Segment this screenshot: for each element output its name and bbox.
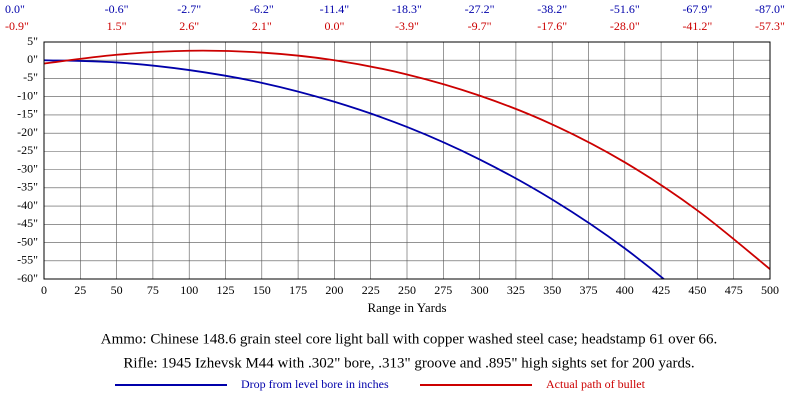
legend-label: Drop from level bore in inches bbox=[241, 377, 389, 391]
x-tick-label: 75 bbox=[147, 283, 159, 297]
y-tick-label: 0" bbox=[27, 52, 38, 66]
x-tick-label: 425 bbox=[652, 283, 670, 297]
y-tick-label: -15" bbox=[17, 107, 38, 121]
x-tick-label: 500 bbox=[761, 283, 779, 297]
grid bbox=[43, 41, 771, 280]
value-label: 1.5" bbox=[107, 19, 127, 33]
x-tick-label: 350 bbox=[543, 283, 561, 297]
value-label: 0.0" bbox=[5, 2, 25, 16]
y-tick-label: -55" bbox=[17, 253, 38, 267]
value-label: -11.4" bbox=[320, 2, 350, 16]
note: Rifle: 1945 Izhevsk M44 with .302" bore,… bbox=[123, 355, 694, 371]
value-label: -28.0" bbox=[610, 19, 640, 33]
x-tick-label: 25 bbox=[74, 283, 86, 297]
value-label: -17.6" bbox=[537, 19, 567, 33]
x-tick-label: 225 bbox=[362, 283, 380, 297]
series-line bbox=[44, 49, 770, 270]
value-label: -3.9" bbox=[395, 19, 419, 33]
value-label: -51.6" bbox=[610, 2, 640, 16]
x-axis-label: Range in Yards bbox=[367, 300, 446, 315]
y-tick-label: -20" bbox=[17, 125, 38, 139]
value-label: -41.2" bbox=[682, 19, 712, 33]
value-label: -27.2" bbox=[465, 2, 495, 16]
x-tick-label: 300 bbox=[471, 283, 489, 297]
value-label: 2.6" bbox=[179, 19, 199, 33]
x-tick-label: 325 bbox=[507, 283, 525, 297]
y-tick-label: -25" bbox=[17, 143, 38, 157]
x-tick-label: 50 bbox=[111, 283, 123, 297]
y-tick-label: -10" bbox=[17, 88, 38, 102]
y-tick-label: -30" bbox=[17, 161, 38, 175]
x-tick-label: 400 bbox=[616, 283, 634, 297]
x-tick-label: 275 bbox=[434, 283, 452, 297]
y-tick-label: 5" bbox=[27, 34, 38, 48]
value-label: -67.9" bbox=[682, 2, 712, 16]
x-tick-label: 250 bbox=[398, 283, 416, 297]
plot-frame bbox=[43, 41, 771, 280]
note: Ammo: Chinese 148.6 grain steel core lig… bbox=[101, 331, 718, 347]
value-label: -87.0" bbox=[755, 2, 785, 16]
y-tick-label: -50" bbox=[17, 234, 38, 248]
plot-lines bbox=[44, 49, 770, 279]
value-label: -0.6" bbox=[105, 2, 129, 16]
value-label: -9.7" bbox=[468, 19, 492, 33]
x-tick-label: 175 bbox=[289, 283, 307, 297]
value-label: -57.3" bbox=[755, 19, 785, 33]
y-tick-label: -40" bbox=[17, 198, 38, 212]
x-tick-label: 200 bbox=[325, 283, 343, 297]
legend-label: Actual path of bullet bbox=[546, 377, 646, 391]
y-tick-label: -60" bbox=[17, 271, 38, 285]
value-label: -6.2" bbox=[250, 2, 274, 16]
x-tick-label: 375 bbox=[580, 283, 598, 297]
x-tick-label: 475 bbox=[725, 283, 743, 297]
y-tick-label: -45" bbox=[17, 216, 38, 230]
x-tick-label: 0 bbox=[41, 283, 47, 297]
value-label: 2.1" bbox=[252, 19, 272, 33]
x-tick-label: 450 bbox=[688, 283, 706, 297]
x-tick-label: 125 bbox=[217, 283, 235, 297]
series-line bbox=[44, 59, 666, 279]
y-tick-label: -5" bbox=[23, 70, 38, 84]
y-tick-label: -35" bbox=[17, 180, 38, 194]
value-label: -38.2" bbox=[537, 2, 567, 16]
x-tick-label: 150 bbox=[253, 283, 271, 297]
x-tick-label: 100 bbox=[180, 283, 198, 297]
value-label: -2.7" bbox=[177, 2, 201, 16]
value-label: -18.3" bbox=[392, 2, 422, 16]
value-label: -0.9" bbox=[5, 19, 29, 33]
value-label: 0.0" bbox=[324, 19, 344, 33]
